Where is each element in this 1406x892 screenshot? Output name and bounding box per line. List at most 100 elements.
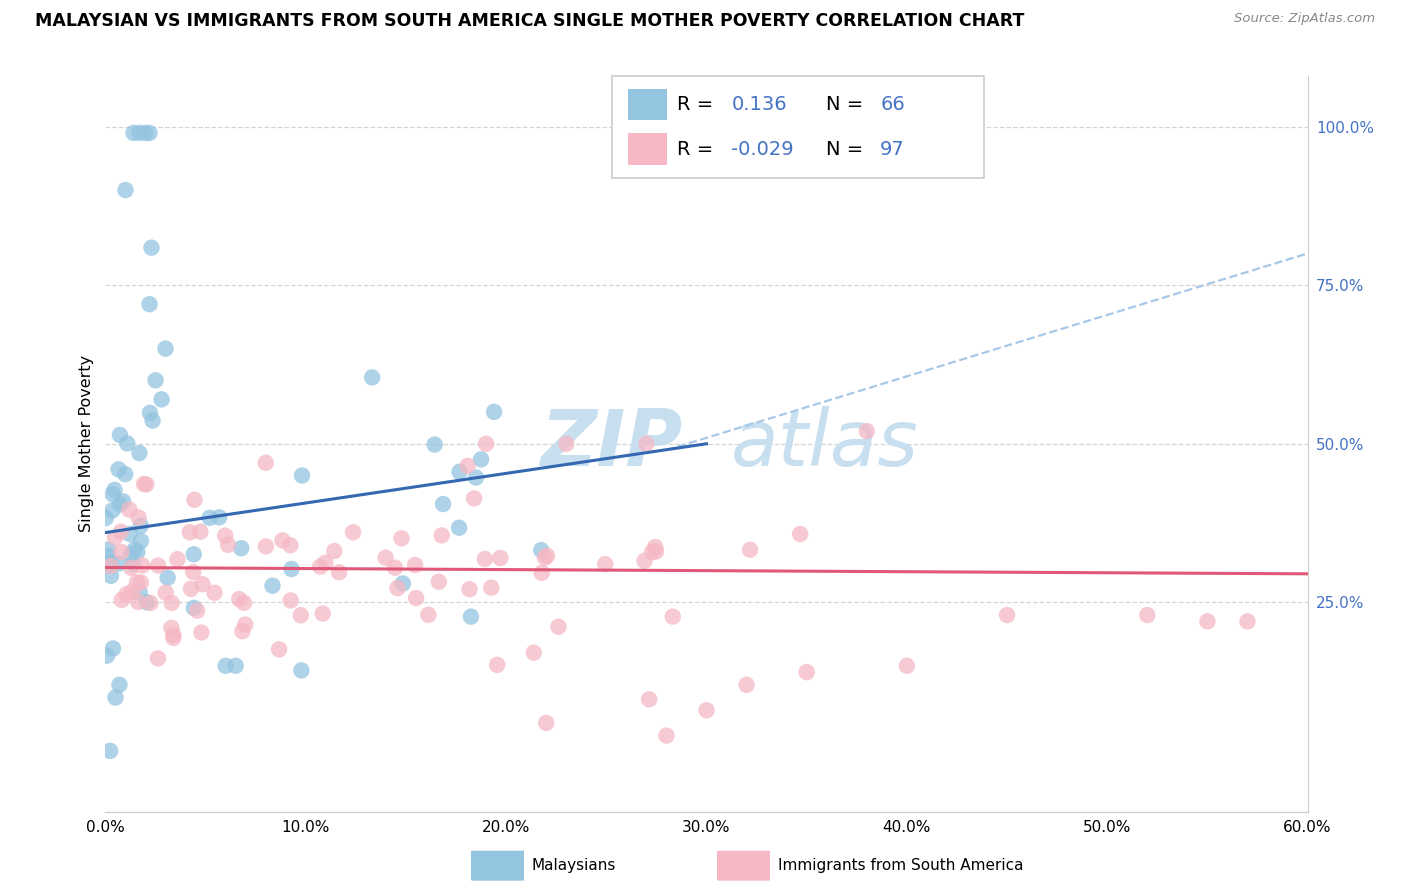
Point [269,642,291,657]
Point [108,678,131,692]
Point [127,545,149,559]
Point [183,492,205,507]
Point [128,585,150,599]
Point [418,607,440,622]
Point [290,608,312,623]
Point [655,729,678,743]
Point [530,566,553,580]
Point [155,342,177,356]
Point [271,533,294,548]
Point [104,531,127,545]
Point [280,593,302,607]
Point [328,566,350,580]
Point [474,552,496,566]
Point [530,543,553,558]
Point [523,646,546,660]
Point [131,558,153,573]
Text: R =: R = [678,140,713,159]
Point [117,436,139,450]
Point [101,487,124,501]
Point [231,624,253,639]
Point [479,581,502,595]
Point [633,554,655,568]
Point [463,491,485,506]
Point [135,595,157,609]
Point [97,549,120,563]
Point [217,538,239,552]
Point [233,617,256,632]
Point [129,575,152,590]
Point [291,468,314,483]
Point [135,477,157,491]
Point [696,703,718,717]
Point [645,544,668,558]
Point [122,557,145,571]
Point [114,467,136,482]
Point [181,565,204,579]
Point [97,542,120,557]
Point [534,715,557,730]
Point [404,558,426,572]
Point [323,544,346,558]
Point [314,556,336,570]
Point [231,541,253,556]
Point [129,518,152,533]
Point [449,465,471,479]
Point [449,521,471,535]
Point [191,577,214,591]
Point [233,596,256,610]
Point [183,547,205,561]
Point [128,126,150,140]
Point [361,370,384,384]
Point [114,183,136,197]
Point [644,540,666,554]
Point [254,539,277,553]
Point [180,582,202,596]
Text: N =: N = [825,95,863,113]
Point [995,608,1018,623]
Point [427,574,450,589]
Point [384,560,406,574]
Bar [628,88,666,120]
Point [214,529,236,543]
Point [432,497,454,511]
Point [101,503,124,517]
Point [128,510,150,524]
Point [555,436,578,450]
Point [738,542,761,557]
Point [179,525,201,540]
Point [638,692,661,706]
Text: 0.136: 0.136 [731,95,787,113]
FancyBboxPatch shape [470,851,526,880]
FancyBboxPatch shape [716,851,772,880]
Point [156,571,179,585]
Point [118,502,141,516]
Point [796,665,818,680]
Point [855,424,877,438]
Point [228,592,250,607]
Y-axis label: Single Mother Poverty: Single Mother Poverty [79,355,94,533]
Point [162,631,184,645]
Point [145,373,167,387]
Point [204,586,226,600]
Point [112,494,135,508]
Point [160,596,183,610]
Point [166,552,188,566]
Point [107,462,129,476]
Text: Immigrants from South America: Immigrants from South America [778,858,1024,872]
Point [135,126,157,140]
Point [141,241,163,255]
Point [1236,615,1258,629]
Point [405,591,427,605]
Text: atlas: atlas [731,406,918,482]
Point [111,593,134,607]
Point [735,678,758,692]
Text: N =: N = [825,140,863,159]
Point [155,585,177,599]
Point [98,558,121,572]
Point [186,604,208,618]
Point [534,550,557,565]
Point [115,587,138,601]
Point [280,538,302,552]
Point [208,510,231,524]
